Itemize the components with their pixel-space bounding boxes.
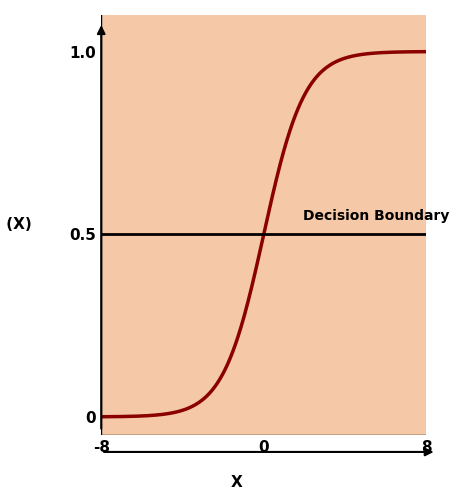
Text: Sigmoid (X): Sigmoid (X) — [0, 218, 32, 232]
Text: X: X — [230, 475, 242, 490]
Text: Decision Boundary: Decision Boundary — [303, 209, 449, 223]
